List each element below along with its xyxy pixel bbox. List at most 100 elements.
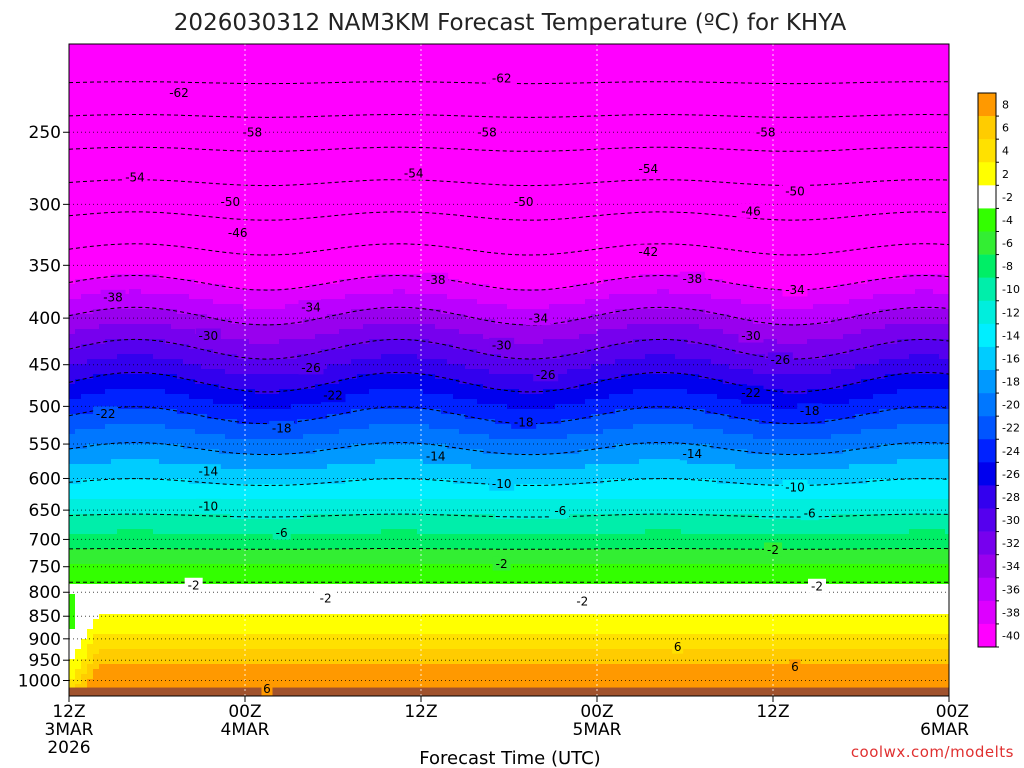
temperature-cell [741, 84, 748, 90]
temperature-cell [453, 119, 460, 125]
temperature-cell [843, 204, 850, 210]
temperature-cell [627, 179, 634, 185]
temperature-cell [747, 69, 754, 75]
temperature-cell [123, 184, 130, 190]
temperature-cell [693, 99, 700, 105]
temperature-cell [387, 184, 394, 190]
temperature-cell [831, 104, 838, 110]
temperature-cell [915, 204, 922, 210]
temperature-cell [813, 189, 820, 195]
temperature-cell [843, 79, 850, 85]
temperature-cell [801, 79, 808, 85]
temperature-cell [243, 54, 250, 60]
temperature-cell [297, 104, 304, 110]
temperature-cell [603, 64, 610, 70]
temperature-cell [123, 134, 130, 140]
temperature-cell [387, 64, 394, 70]
temperature-cell [645, 174, 652, 180]
temperature-cell [357, 109, 364, 115]
temperature-cell [111, 54, 118, 60]
temperature-cell [921, 139, 928, 145]
temperature-cell [609, 189, 616, 195]
temperature-cell [915, 74, 922, 80]
temperature-cell [345, 139, 352, 145]
temperature-cell [537, 119, 544, 125]
temperature-cell [261, 199, 268, 205]
temperature-cell [561, 99, 568, 105]
temperature-cell [333, 49, 340, 55]
temperature-cell [165, 99, 172, 105]
temperature-cell [261, 159, 268, 165]
temperature-cell [177, 144, 184, 150]
temperature-cell [651, 69, 658, 75]
temperature-cell [105, 134, 112, 140]
temperature-cell [711, 149, 718, 155]
temperature-cell [315, 184, 322, 190]
temperature-cell [705, 119, 712, 125]
temperature-cell [441, 174, 448, 180]
temperature-cell [687, 124, 694, 130]
temperature-cell [309, 159, 316, 165]
temperature-cell [243, 44, 250, 50]
temperature-cell [255, 154, 262, 160]
temperature-cell [303, 159, 310, 165]
temperature-cell [909, 89, 916, 95]
temperature-cell [717, 119, 724, 125]
temperature-cell [201, 104, 208, 110]
temperature-cell [207, 54, 214, 60]
temperature-cell [777, 209, 784, 215]
temperature-cell [921, 179, 928, 185]
temperature-cell [609, 154, 616, 160]
temperature-cell [495, 104, 502, 110]
temperature-cell [945, 119, 949, 125]
temperature-cell [891, 69, 898, 75]
temperature-cell [795, 44, 802, 50]
temperature-cell [585, 49, 592, 55]
temperature-cell [831, 64, 838, 70]
temperature-cell [303, 99, 310, 105]
temperature-cell [417, 209, 424, 215]
temperature-cell [921, 69, 928, 75]
temperature-cell [699, 159, 706, 165]
temperature-cell [147, 54, 154, 60]
temperature-cell [375, 104, 382, 110]
temperature-cell [897, 69, 904, 75]
temperature-cell [645, 99, 652, 105]
temperature-cell [267, 189, 274, 195]
temperature-cell [861, 209, 868, 215]
temperature-cell [735, 159, 742, 165]
temperature-cell [147, 199, 154, 205]
temperature-cell [465, 194, 472, 200]
temperature-cell [531, 164, 538, 170]
temperature-cell [81, 164, 88, 170]
temperature-cell [777, 179, 784, 185]
temperature-cell [687, 44, 694, 50]
temperature-cell [459, 159, 466, 165]
temperature-cell [633, 84, 640, 90]
temperature-cell [171, 174, 178, 180]
temperature-cell [501, 49, 508, 55]
temperature-cell [849, 99, 856, 105]
temperature-cell [615, 164, 622, 170]
temperature-cell [789, 169, 796, 175]
temperature-cell [303, 149, 310, 155]
temperature-cell [201, 159, 208, 165]
temperature-cell [939, 49, 946, 55]
temperature-cell [843, 134, 850, 140]
temperature-cell [873, 159, 880, 165]
temperature-cell [309, 49, 316, 55]
temperature-cell [573, 174, 580, 180]
temperature-cell [555, 194, 562, 200]
temperature-cell [591, 114, 598, 120]
temperature-cell [573, 139, 580, 145]
temperature-cell [573, 164, 580, 170]
temperature-cell [441, 129, 448, 135]
temperature-cell [717, 124, 724, 130]
temperature-cell [231, 164, 238, 170]
temperature-cell [423, 194, 430, 200]
temperature-cell [705, 124, 712, 130]
temperature-cell [903, 114, 910, 120]
temperature-cell [441, 194, 448, 200]
temperature-cell [801, 69, 808, 75]
temperature-cell [789, 109, 796, 115]
